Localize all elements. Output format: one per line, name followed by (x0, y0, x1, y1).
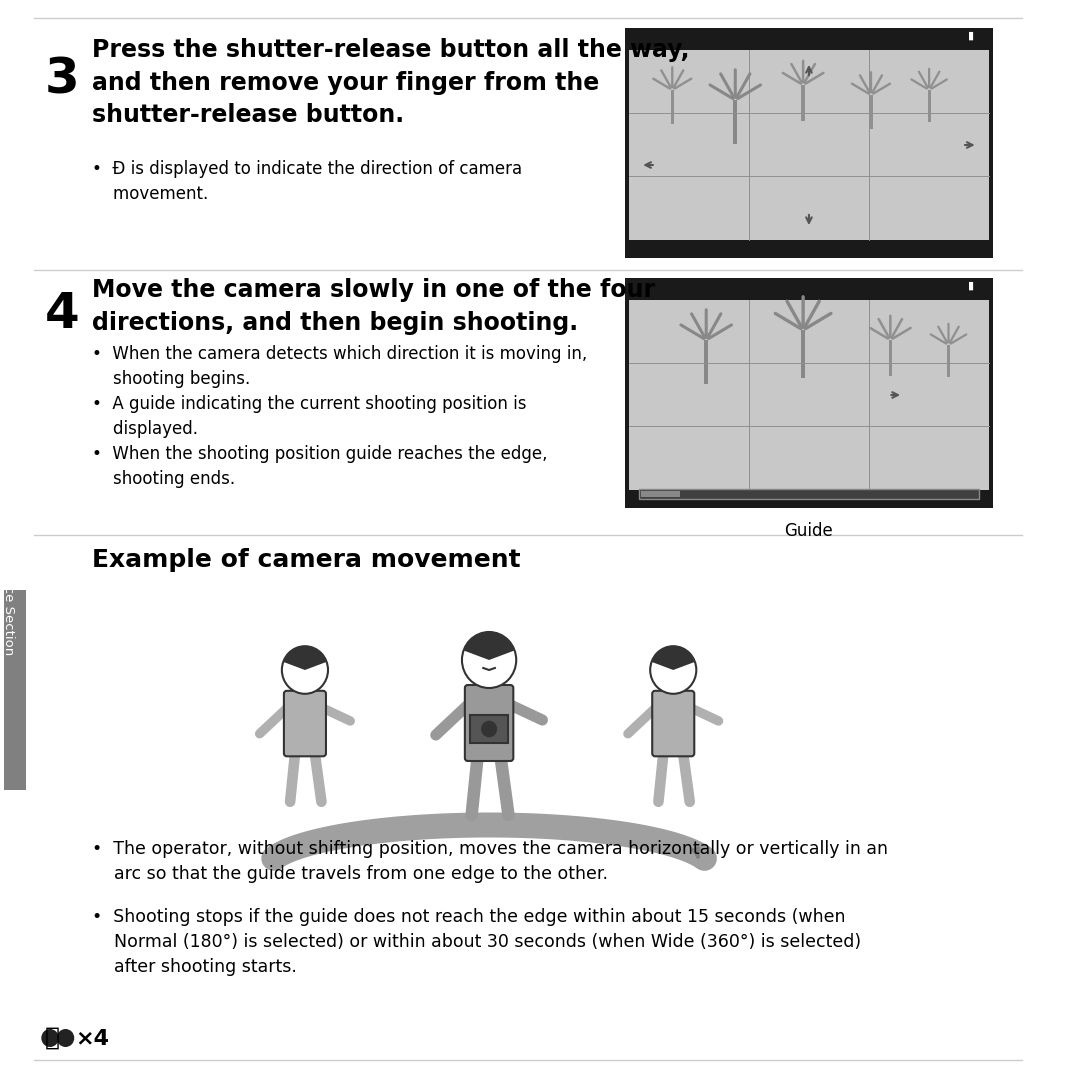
Text: •  Shooting stops if the guide does not reach the edge within about 15 seconds (: • Shooting stops if the guide does not r… (92, 908, 861, 976)
Bar (629, 50, 989, 240)
Bar (869, 95, 873, 129)
Bar (625, 490, 994, 508)
Circle shape (282, 646, 328, 693)
Text: •  When the shooting position guide reaches the edge,
    shooting ends.: • When the shooting position guide reach… (92, 445, 548, 488)
Text: 🔭: 🔭 (45, 1026, 60, 1050)
Circle shape (57, 1029, 75, 1047)
Text: Reference Section: Reference Section (2, 535, 15, 656)
Bar (642, 491, 680, 497)
FancyBboxPatch shape (284, 691, 326, 756)
Bar (629, 300, 989, 490)
Bar (801, 85, 805, 121)
Bar (928, 90, 931, 122)
Bar (625, 240, 994, 258)
Bar (625, 28, 994, 50)
Bar (625, 28, 994, 258)
Wedge shape (463, 632, 514, 660)
Text: ▮: ▮ (968, 31, 974, 41)
Bar (671, 90, 674, 124)
Circle shape (650, 646, 697, 693)
Text: ▮: ▮ (968, 281, 974, 291)
Text: •  The operator, without shifting position, moves the camera horizontally or ver: • The operator, without shifting positio… (92, 840, 888, 883)
Text: •  A guide indicating the current shooting position is
    displayed.: • A guide indicating the current shootin… (92, 395, 526, 438)
Circle shape (462, 632, 516, 688)
Text: •  Ɖ is displayed to indicate the direction of camera
    movement.: • Ɖ is displayed to indicate the directi… (92, 160, 522, 203)
Bar (4, 590, 26, 789)
FancyBboxPatch shape (464, 685, 513, 761)
Circle shape (481, 720, 498, 738)
Bar (800, 330, 806, 378)
Bar (889, 340, 892, 376)
Bar (704, 340, 708, 384)
Text: Example of camera movement: Example of camera movement (92, 548, 521, 572)
Bar (625, 278, 994, 508)
Text: Move the camera slowly in one of the four
directions, and then begin shooting.: Move the camera slowly in one of the fou… (92, 278, 654, 335)
Text: ×4: ×4 (76, 1029, 109, 1049)
Wedge shape (283, 646, 326, 670)
Bar (639, 489, 978, 499)
Text: Press the shutter-release button all the way,
and then remove your finger from t: Press the shutter-release button all the… (92, 38, 689, 127)
Text: Guide: Guide (784, 522, 834, 540)
Bar (947, 345, 950, 377)
Text: 4: 4 (45, 291, 80, 338)
Text: •  When the camera detects which direction it is moving in,
    shooting begins.: • When the camera detects which directio… (92, 345, 586, 388)
Wedge shape (651, 646, 694, 670)
FancyBboxPatch shape (652, 691, 694, 756)
Text: 3: 3 (45, 55, 80, 103)
Bar (733, 100, 738, 144)
Bar (470, 715, 509, 743)
Circle shape (41, 1029, 58, 1047)
